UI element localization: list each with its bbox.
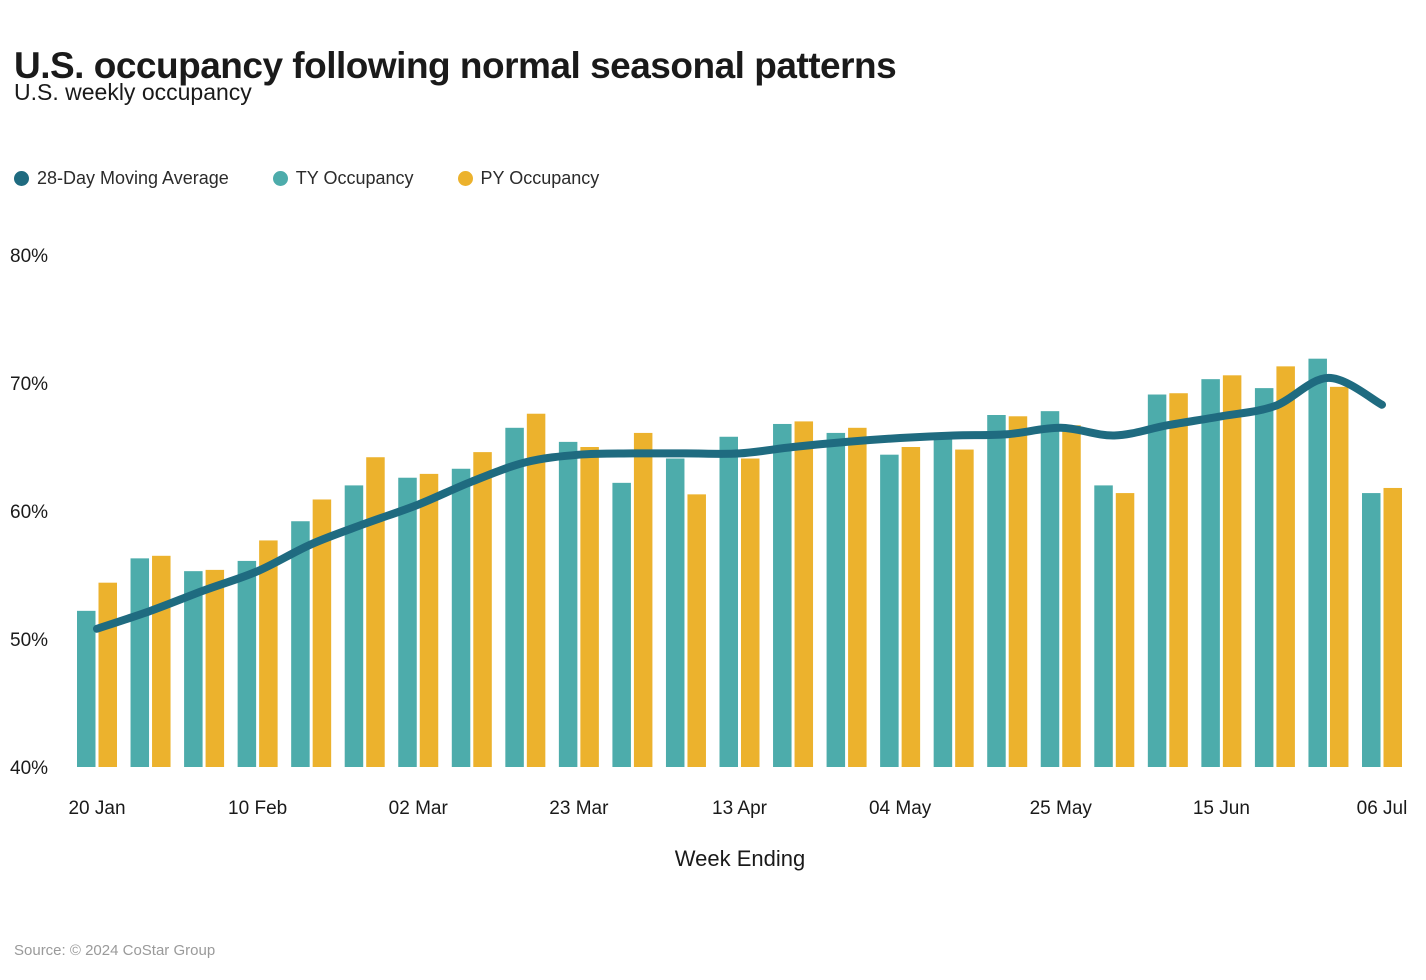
x-tick-label: 04 May <box>869 798 932 819</box>
ty-occupancy-bar <box>826 432 846 767</box>
ty-occupancy-bar <box>933 432 953 767</box>
py-occupancy-bar <box>580 447 599 767</box>
ty-occupancy-bar <box>451 468 471 767</box>
chart-title: U.S. occupancy following normal seasonal… <box>14 44 897 86</box>
y-tick-label: 50% <box>10 630 48 651</box>
legend-item-moving-average: 28-Day Moving Average <box>14 168 229 189</box>
py-occupancy-bar <box>205 569 225 767</box>
py-occupancy-bar <box>312 499 332 767</box>
ty-occupancy-bar <box>505 427 524 767</box>
ty-occupancy-bar <box>1254 388 1274 767</box>
py-occupancy-bar <box>98 582 117 767</box>
ty-occupancy-bar <box>1040 411 1060 767</box>
x-tick-label: 25 May <box>1030 798 1093 819</box>
py-occupancy-bar <box>1169 393 1188 767</box>
ty-occupancy-bar <box>398 477 417 767</box>
x-tick-label: 10 Feb <box>228 798 287 819</box>
x-tick-label: 23 Mar <box>549 798 609 819</box>
x-axis-title: Week Ending <box>674 846 806 871</box>
legend-label: TY Occupancy <box>295 168 414 188</box>
py-occupancy-bar <box>1062 425 1081 767</box>
x-tick-label: 20 Jan <box>68 798 125 819</box>
py-occupancy-bar <box>741 458 760 767</box>
py-occupancy-bar <box>419 473 439 767</box>
ty-occupancy-bar <box>987 415 1006 767</box>
ty-occupancy-bar <box>184 571 203 767</box>
ty-occupancy-bar <box>237 560 257 767</box>
ty-occupancy-bar <box>1094 485 1113 767</box>
legend-dot-icon <box>457 171 473 186</box>
ty-occupancy-bar <box>880 454 899 767</box>
legend-dot-icon <box>272 171 288 186</box>
x-tick-label: 06 Jul <box>1357 798 1408 819</box>
y-tick-label: 70% <box>10 374 48 395</box>
ty-occupancy-bar <box>77 610 96 767</box>
ty-occupancy-bar <box>344 485 364 767</box>
chart-subtitle: U.S. weekly occupancy <box>14 79 252 105</box>
y-tick-label: 80% <box>10 246 48 267</box>
py-occupancy-bar <box>473 452 492 767</box>
legend: 28-Day Moving Average TY Occupancy PY Oc… <box>14 168 599 189</box>
x-tick-label: 15 Jun <box>1193 798 1250 819</box>
source-attribution: Source: © 2024 CoStar Group <box>14 942 216 959</box>
legend-item-py-occupancy: PY Occupancy <box>457 168 600 189</box>
y-tick-label: 60% <box>10 502 48 523</box>
legend-item-ty-occupancy: TY Occupancy <box>272 168 414 189</box>
legend-label: 28-Day Moving Average <box>37 168 229 188</box>
ty-occupancy-bar <box>612 482 631 767</box>
ty-occupancy-bar <box>773 423 792 767</box>
ty-occupancy-bar <box>719 436 738 767</box>
legend-dot-icon <box>14 171 29 186</box>
py-occupancy-bar <box>794 421 814 767</box>
py-occupancy-bar <box>955 449 974 767</box>
ty-occupancy-bar <box>665 458 685 767</box>
py-occupancy-bar <box>901 447 921 767</box>
ty-occupancy-bar <box>130 558 150 767</box>
x-tick-label: 02 Mar <box>389 798 449 819</box>
legend-label: PY Occupancy <box>480 168 600 188</box>
py-occupancy-bar <box>1008 416 1028 767</box>
ty-occupancy-bar <box>1308 358 1327 767</box>
ty-occupancy-bar <box>291 521 310 767</box>
ty-occupancy-bar <box>1147 394 1167 767</box>
py-occupancy-bar <box>366 457 385 767</box>
moving-average-line <box>93 373 1386 633</box>
py-occupancy-bar <box>633 432 653 767</box>
x-tick-label: 13 Apr <box>712 798 768 819</box>
py-occupancy-bar <box>152 555 171 767</box>
ty-occupancy-bar <box>1201 379 1220 767</box>
py-occupancy-bar <box>848 427 867 767</box>
py-occupancy-bar <box>1383 487 1402 767</box>
py-occupancy-bar <box>1222 375 1242 767</box>
y-tick-label: 40% <box>10 758 48 779</box>
py-occupancy-bar <box>1115 493 1135 767</box>
py-occupancy-bar <box>687 494 706 767</box>
py-occupancy-bar <box>526 413 546 767</box>
py-occupancy-bar <box>1329 386 1349 767</box>
ty-occupancy-bar <box>1362 493 1381 767</box>
py-occupancy-bar <box>259 540 278 767</box>
ty-occupancy-bar <box>558 441 578 767</box>
py-occupancy-bar <box>1276 366 1295 767</box>
